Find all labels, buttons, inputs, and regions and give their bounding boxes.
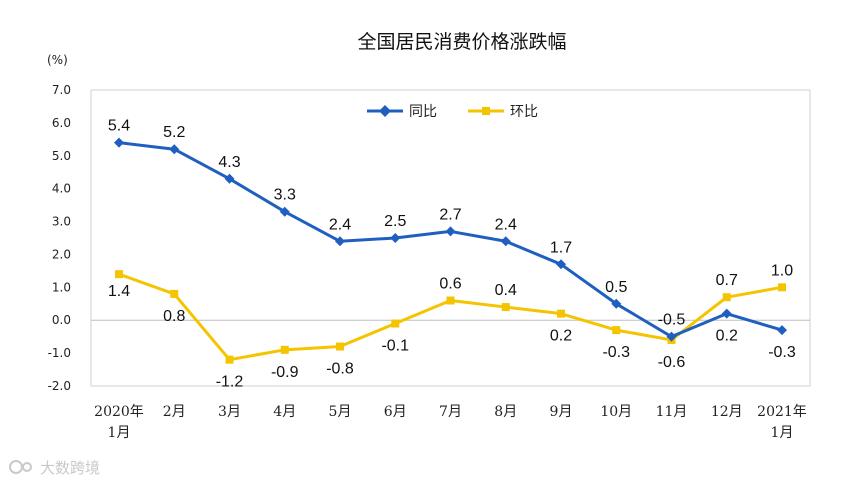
y-tick-label: 7.0 [52,83,71,97]
plot-area [90,89,811,387]
data-label-mom: -0.9 [271,364,299,381]
y-tick-label: 5.0 [52,149,71,163]
data-point-yoy [114,137,124,148]
y-tick-label: 0.0 [52,313,71,327]
data-point-mom [722,293,731,302]
data-label-mom: -0.8 [326,361,354,378]
x-tick-label-line2: 1月 [771,425,794,441]
data-label-yoy: 5.4 [108,118,130,135]
data-label-yoy: -0.5 [658,312,686,329]
data-label-yoy: 0.2 [716,328,738,345]
x-tick-label: 2月 [163,404,186,420]
data-label-mom: 1.0 [771,262,793,279]
y-tick-label: 3.0 [52,215,71,229]
data-label-mom: 1.4 [108,283,130,300]
data-label-yoy: 0.5 [605,279,627,296]
x-tick-label: 3月 [218,404,241,420]
legend-marker-yoy [379,105,391,117]
data-label-mom: -0.1 [381,338,409,355]
data-label-yoy: 2.4 [495,216,517,233]
data-point-yoy [666,331,677,342]
data-label-yoy: 1.7 [550,239,572,256]
data-point-yoy [777,325,787,336]
x-tick-label: 11月 [656,404,688,420]
data-label-mom: -0.3 [602,344,630,361]
x-tick-label: 9月 [550,404,573,420]
y-axis: 7.0 6.0 5.0 4.0 3.0 2.0 1.0 0.0 -1.0 -2.0 [48,83,71,393]
x-tick-label: 2021年 [757,404,807,420]
data-point-yoy [556,259,566,270]
x-tick-label: 7月 [439,404,462,420]
x-tick-label: 10月 [600,404,632,420]
data-label-yoy: -0.3 [768,344,796,361]
legend-label-yoy: 同比 [409,104,437,120]
data-point-mom [280,345,289,354]
data-point-mom [115,270,123,279]
data-point-yoy [611,298,622,309]
y-tick-label: 2.0 [52,247,71,261]
legend-label-mom: 环比 [510,104,538,120]
data-point-mom [501,303,510,312]
legend: 同比 环比 [367,104,538,120]
series-line-yoy [118,141,783,339]
data-label-yoy: 4.3 [218,154,240,171]
x-tick-label: 5月 [329,404,352,420]
data-point-mom [336,342,344,351]
y-tick-label: -2.0 [48,379,71,393]
data-label-yoy: 2.5 [384,213,406,230]
data-point-mom [170,289,179,298]
data-label-mom: -1.2 [216,374,244,391]
y-tick-label: 4.0 [52,182,71,196]
y-tick-label: 6.0 [52,116,71,130]
x-axis: 2020年 1月 2月 3月 4月 5月 6月 7月 8月 9月 10月 11月 12月 2021年 1月 [94,404,807,441]
data-point-yoy [279,206,290,217]
x-tick-label-line2: 1月 [108,425,131,441]
data-point-yoy [335,236,345,247]
data-label-mom: 0.4 [495,282,517,299]
x-tick-label: 2020年 [94,404,144,420]
x-tick-label: 6月 [384,404,407,420]
data-point-yoy [500,236,511,247]
data-label-mom: 0.7 [716,272,738,289]
data-point-yoy [721,308,732,319]
data-label-yoy: 2.7 [439,206,461,223]
data-point-yoy [224,173,235,184]
data-point-mom [391,319,400,328]
data-label-yoy: 5.2 [163,124,185,141]
data-label-mom: -0.6 [658,354,686,371]
data-point-mom [557,309,565,318]
data-label-yoy: 3.3 [274,187,296,204]
x-tick-label: 8月 [494,404,517,420]
chart-title: 全国居民消费价格涨跌幅 [357,31,566,53]
data-point-mom [612,326,621,335]
y-tick-label: 1.0 [52,280,71,294]
data-label-mom: 0.2 [550,328,572,345]
logo-icon [9,460,23,474]
logo-icon-dot [22,462,32,472]
legend-marker-mom [482,107,490,115]
series-layer [114,137,787,364]
data-label-yoy: 2.4 [329,216,351,233]
data-label-mom: 0.8 [163,308,185,325]
data-point-mom [778,283,786,292]
data-point-mom [225,355,234,364]
x-tick-label: 4月 [273,404,296,420]
y-axis-unit: (%) [47,53,68,67]
data-label-mom: 0.6 [439,275,461,292]
data-point-yoy [390,233,401,243]
data-point-yoy [169,144,180,155]
data-labels: 5.4 5.2 4.3 3.3 2.4 2.5 2.7 2.4 1.7 0.5 -0.5 0.2 -0.… [108,118,796,391]
watermark-text: 大数跨境 [40,459,100,477]
watermark: 大数跨境 [9,459,100,477]
data-point-mom [446,296,455,305]
y-tick-label: -1.0 [48,346,71,360]
data-point-yoy [445,226,456,237]
x-tick-label: 12月 [711,404,743,420]
